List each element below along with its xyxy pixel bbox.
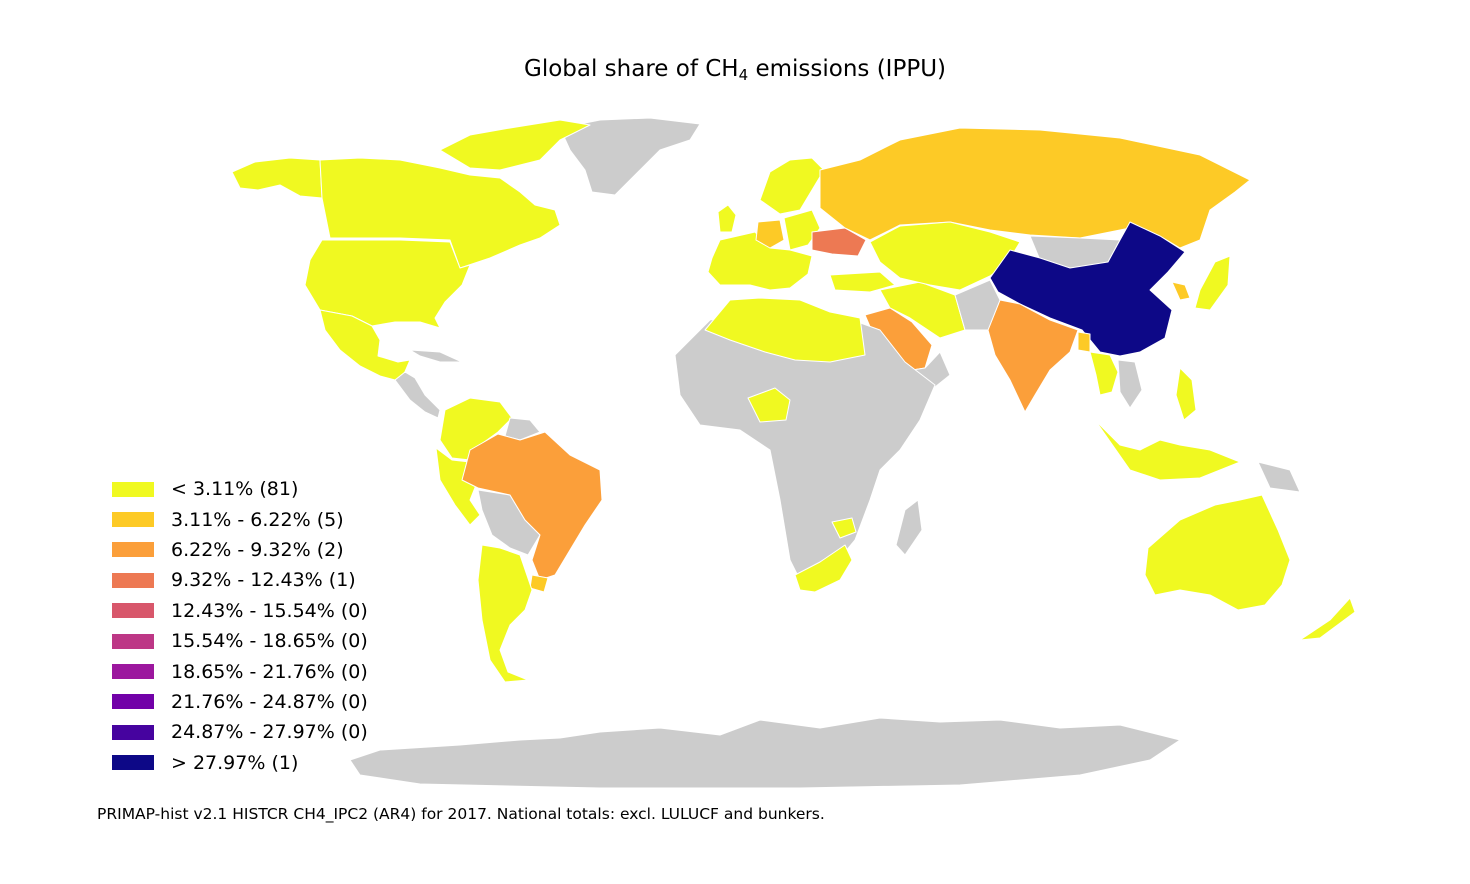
legend-item: 21.76% - 24.87% (0) xyxy=(112,687,368,717)
title-suffix: emissions (IPPU) xyxy=(748,56,946,82)
legend-label: 12.43% - 15.54% (0) xyxy=(171,599,368,622)
turkey xyxy=(829,271,896,293)
colombia-venezuela xyxy=(439,397,513,461)
legend-label: 18.65% - 21.76% (0) xyxy=(171,660,368,683)
legend-label: > 27.97% (1) xyxy=(171,751,299,774)
legend-swatch xyxy=(112,694,154,710)
legend-swatch xyxy=(112,755,154,771)
legend-swatch xyxy=(112,724,154,740)
legend-item: 18.65% - 21.76% (0) xyxy=(112,656,368,686)
legend-swatch xyxy=(112,633,154,649)
mexico xyxy=(319,309,411,381)
china xyxy=(989,221,1186,357)
guianas xyxy=(504,417,541,441)
source-note: PRIMAP-hist v2.1 HISTCR CH4_IPC2 (AR4) f… xyxy=(97,805,825,823)
legend-label: < 3.11% (81) xyxy=(171,478,299,501)
germany xyxy=(755,219,785,249)
map-legend: < 3.11% (81) 3.11% - 6.22% (5) 6.22% - 9.3… xyxy=(112,474,368,778)
greenland xyxy=(559,117,701,196)
russia xyxy=(819,127,1251,249)
madagascar xyxy=(895,499,923,556)
legend-item: 9.32% - 12.43% (1) xyxy=(112,565,368,595)
legend-label: 21.76% - 24.87% (0) xyxy=(171,690,368,713)
legend-swatch xyxy=(112,542,154,558)
uruguay xyxy=(529,574,549,593)
korea xyxy=(1171,281,1191,301)
legend-swatch xyxy=(112,512,154,528)
legend-swatch xyxy=(112,664,154,680)
uk-ireland xyxy=(717,204,737,233)
map-title: Global share of CH4 emissions (IPPU) xyxy=(0,56,1470,84)
title-prefix: Global share of CH xyxy=(524,56,739,82)
legend-swatch xyxy=(112,572,154,588)
new-zealand xyxy=(1299,597,1356,641)
alaska xyxy=(231,157,323,199)
south-africa xyxy=(794,544,853,593)
legend-item: 24.87% - 27.97% (0) xyxy=(112,717,368,747)
legend-item: 3.11% - 6.22% (5) xyxy=(112,504,368,534)
legend-label: 15.54% - 18.65% (0) xyxy=(171,630,368,653)
pakistan-afghanistan xyxy=(954,279,1001,331)
legend-swatch xyxy=(112,481,154,497)
legend-item: 12.43% - 15.54% (0) xyxy=(112,596,368,626)
argentina-chile xyxy=(477,544,533,683)
indochina-nd xyxy=(1117,359,1143,409)
india xyxy=(987,299,1079,413)
australia xyxy=(1144,494,1291,611)
legend-label: 9.32% - 12.43% (1) xyxy=(171,569,356,592)
antarctica xyxy=(349,717,1181,789)
title-subscript: 4 xyxy=(738,66,749,84)
canada xyxy=(319,157,561,269)
central-america xyxy=(394,371,441,419)
usa xyxy=(304,239,471,329)
legend-item: 6.22% - 9.32% (2) xyxy=(112,535,368,565)
bangladesh xyxy=(1077,331,1091,353)
philippines xyxy=(1175,367,1197,421)
southeast-asia xyxy=(1089,351,1119,396)
north-africa xyxy=(704,297,866,363)
legend-item: 15.54% - 18.65% (0) xyxy=(112,626,368,656)
cuba xyxy=(409,349,463,363)
legend-label: 6.22% - 9.32% (2) xyxy=(171,538,344,561)
indonesia xyxy=(1094,419,1241,481)
legend-item: < 3.11% (81) xyxy=(112,474,368,504)
papua xyxy=(1257,461,1301,493)
canada-islands xyxy=(439,119,591,171)
legend-label: 3.11% - 6.22% (5) xyxy=(171,508,344,531)
brazil xyxy=(461,431,603,581)
legend-swatch xyxy=(112,603,154,619)
scandinavia xyxy=(759,157,825,215)
legend-label: 24.87% - 27.97% (0) xyxy=(171,721,368,744)
zambia xyxy=(831,517,857,539)
legend-item: > 27.97% (1) xyxy=(112,748,368,778)
japan xyxy=(1194,255,1231,311)
nigeria xyxy=(747,387,791,423)
